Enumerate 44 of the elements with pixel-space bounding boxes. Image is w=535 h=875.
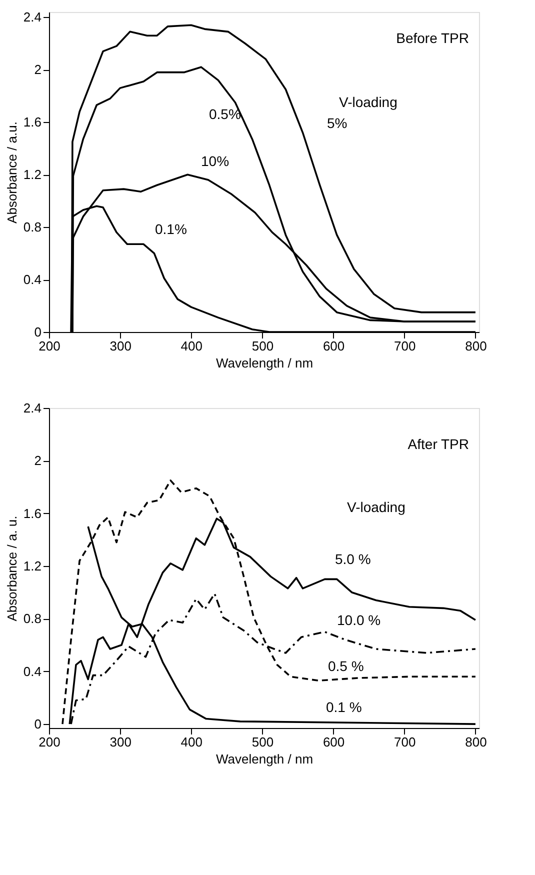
y-tick-label: 1.6 <box>23 506 42 521</box>
x-tick-label: 400 <box>180 338 202 354</box>
series-label: 10% <box>201 153 230 169</box>
y-tick-label: 0.8 <box>23 611 42 626</box>
y-tick-label: 2.4 <box>23 400 42 416</box>
series-label: 5% <box>327 115 348 131</box>
annotation: V-loading <box>339 94 398 110</box>
series-label: 5.0 % <box>335 551 371 567</box>
series-label: 0.5 % <box>328 658 364 674</box>
series-label: 0.1% <box>155 221 187 237</box>
series-label: 10.0 % <box>337 612 381 628</box>
series-label: 0.5% <box>209 106 241 122</box>
y-tick-label: 2.4 <box>23 10 42 25</box>
y-tick-label: 2 <box>34 62 42 78</box>
annotation: V-loading <box>347 499 406 515</box>
y-tick-label: 2 <box>34 453 42 468</box>
annotation: After TPR <box>408 436 469 452</box>
y-tick-label: 0.8 <box>23 220 42 235</box>
y-tick-label: 0.4 <box>23 664 42 679</box>
series-label: 0.1 % <box>326 699 362 715</box>
x-tick-label: 200 <box>38 734 60 750</box>
x-tick-label: 500 <box>252 338 274 354</box>
annotation: Before TPR <box>396 30 469 46</box>
y-tick-label: 0 <box>34 324 42 340</box>
x-tick-label: 200 <box>38 338 60 354</box>
x-axis-title: Wavelength / nm <box>216 356 314 370</box>
x-tick-label: 700 <box>394 734 416 750</box>
x-tick-label: 400 <box>180 734 202 750</box>
x-tick-label: 300 <box>110 338 132 354</box>
x-tick-label: 600 <box>322 338 345 354</box>
y-axis-title: Absorbance / a.u. <box>4 122 20 224</box>
x-tick-label: 600 <box>322 734 345 750</box>
y-tick-label: 0.4 <box>23 272 42 288</box>
x-axis-title: Wavelength / nm <box>216 752 314 766</box>
y-tick-label: 1.6 <box>23 114 42 130</box>
x-tick-label: 300 <box>110 734 132 750</box>
y-tick-label: 1.2 <box>23 167 42 182</box>
y-tick-label: 0 <box>34 716 42 732</box>
x-tick-label: 800 <box>465 338 487 354</box>
x-tick-label: 700 <box>394 338 416 354</box>
x-tick-label: 800 <box>465 734 487 750</box>
x-tick-label: 500 <box>252 734 274 750</box>
y-axis-title: Absorbance / a. u. <box>4 516 20 622</box>
y-tick-label: 1.2 <box>23 558 42 574</box>
